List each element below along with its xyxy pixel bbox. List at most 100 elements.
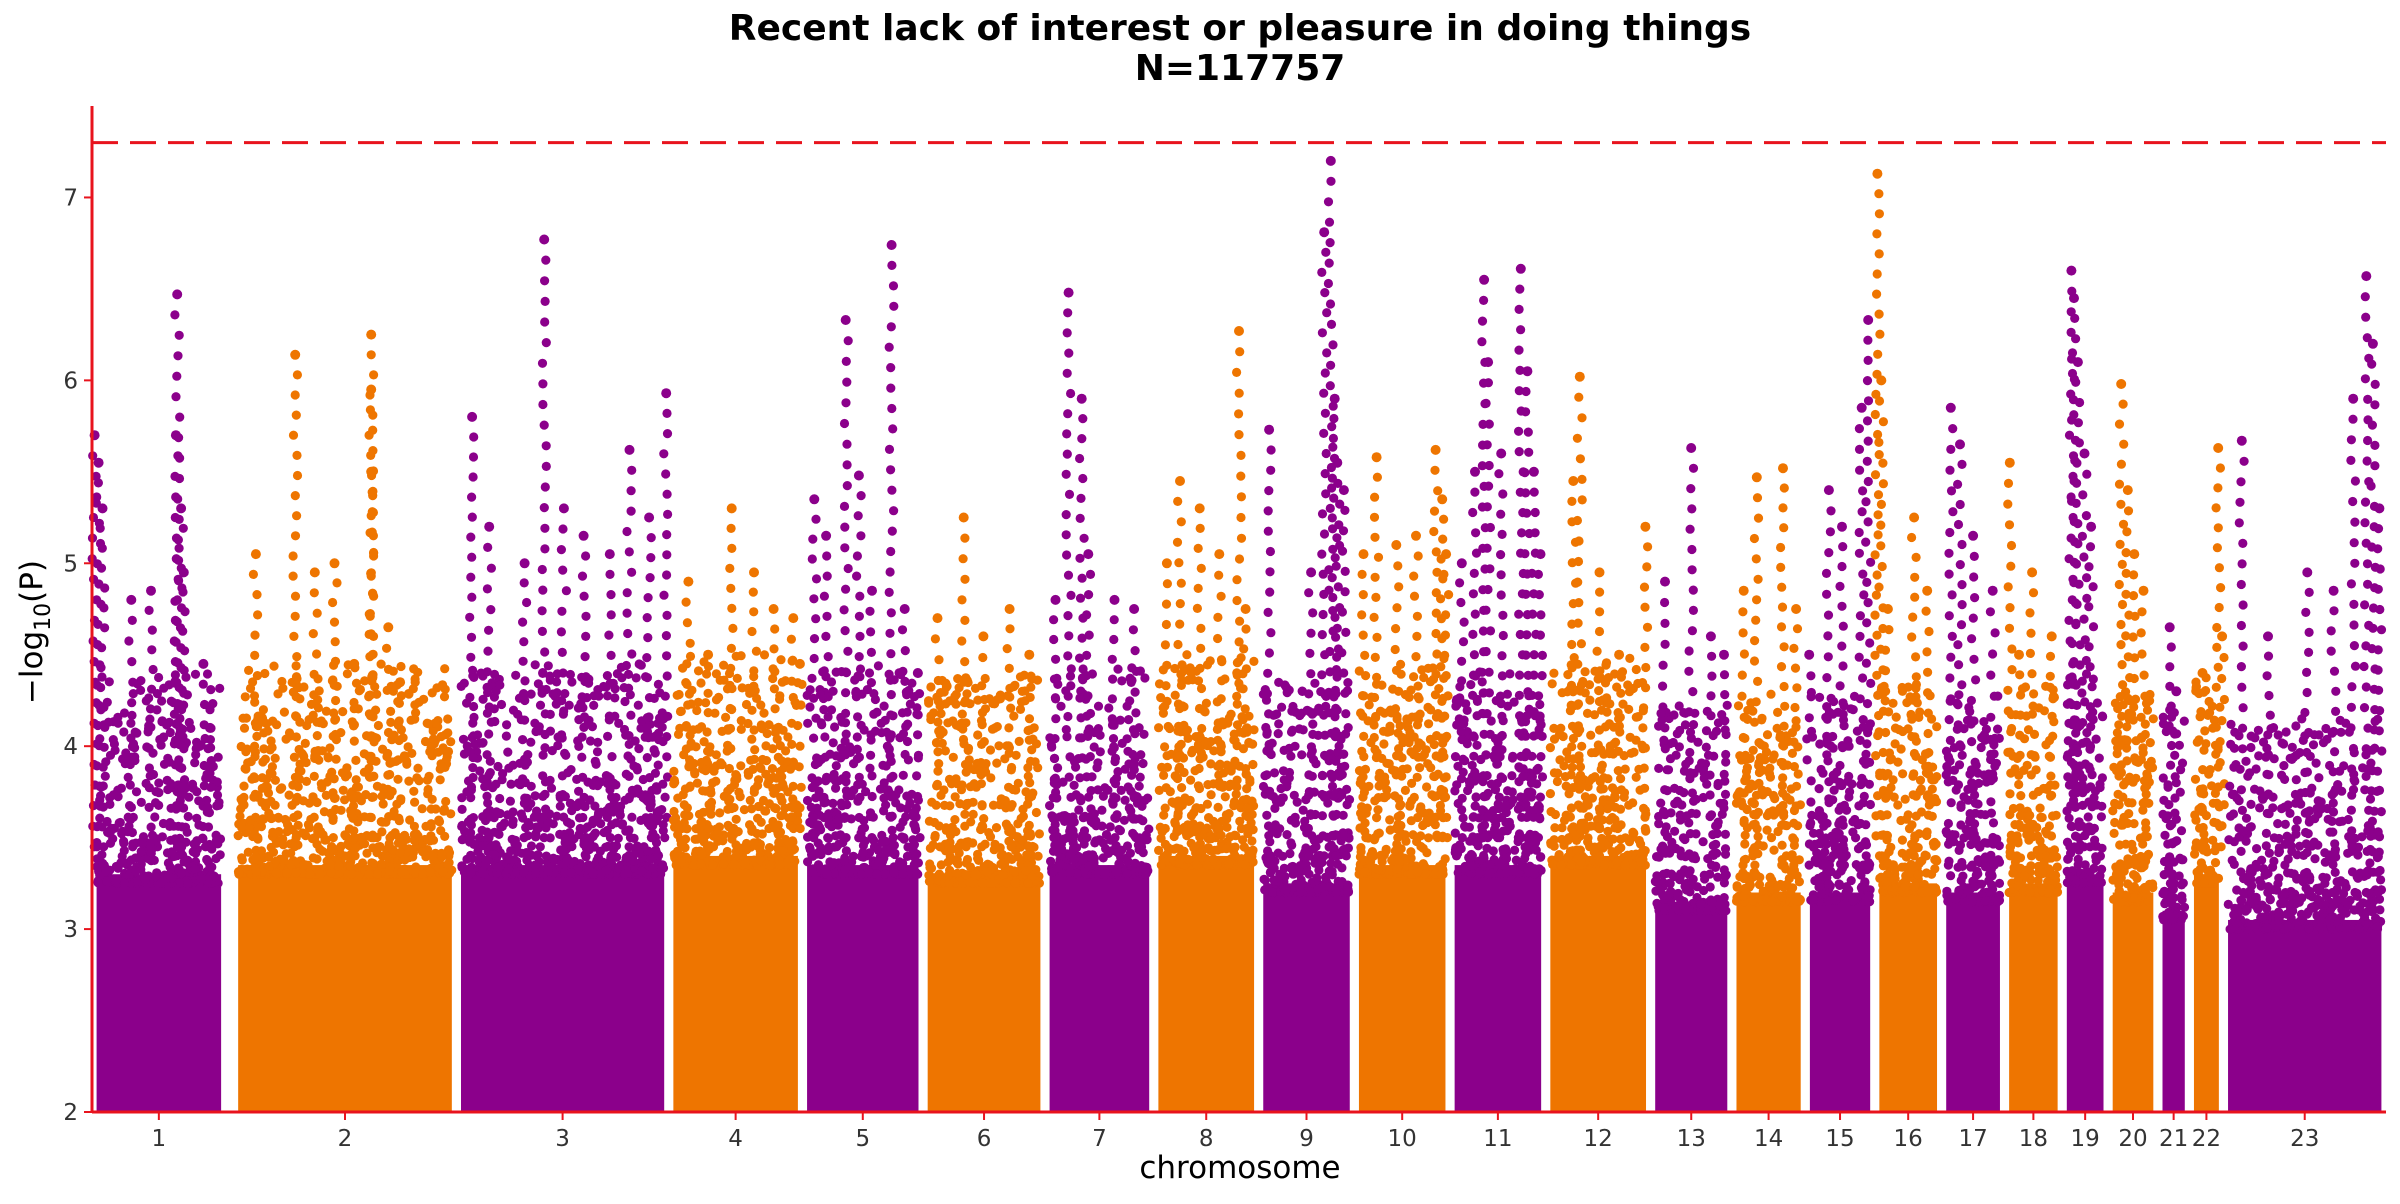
snp-point <box>1320 288 1330 298</box>
snp-point <box>768 744 778 754</box>
snp-point <box>753 813 763 823</box>
snp-point <box>1050 819 1060 830</box>
peak-point <box>749 567 759 578</box>
snp-point <box>249 792 259 802</box>
snp-point <box>901 812 911 822</box>
snp-point <box>750 686 760 696</box>
snp-point <box>662 550 672 560</box>
snp-point <box>924 876 935 887</box>
snp-point <box>267 769 277 779</box>
snp-point <box>768 664 778 674</box>
snp-point <box>290 491 300 501</box>
snp-point <box>326 868 336 878</box>
snp-point <box>321 790 331 801</box>
snp-point <box>842 800 852 810</box>
snp-point <box>900 749 910 760</box>
snp-point <box>177 822 187 832</box>
snp-point <box>1009 866 1019 876</box>
snp-point <box>888 424 898 434</box>
snp-point <box>301 757 311 768</box>
snp-point <box>1234 430 1244 440</box>
chart-title: Recent lack of interest or pleasure in d… <box>729 8 1751 49</box>
snp-point <box>367 731 377 741</box>
snp-point <box>325 743 335 753</box>
snp-point <box>1135 772 1145 782</box>
snp-point <box>767 764 778 774</box>
snp-point <box>886 792 896 802</box>
snp-point <box>540 317 550 327</box>
snp-point <box>140 874 150 885</box>
snp-point <box>1304 851 1314 861</box>
snp-point <box>105 750 116 760</box>
snp-point <box>481 859 491 869</box>
snp-point <box>1071 762 1081 772</box>
snp-point <box>368 425 378 435</box>
snp-point <box>144 743 154 753</box>
snp-point <box>842 481 852 491</box>
snp-point <box>1122 734 1132 744</box>
snp-point <box>124 636 134 646</box>
peak-point <box>250 549 261 560</box>
snp-point <box>183 811 193 822</box>
snp-point <box>701 755 712 766</box>
snp-point <box>385 769 395 780</box>
snp-point <box>338 785 348 795</box>
snp-point <box>658 779 668 789</box>
snp-point <box>1072 843 1082 853</box>
snp-point <box>1322 308 1332 318</box>
snp-point <box>1328 340 1338 350</box>
snp-point <box>329 793 340 804</box>
snp-point <box>127 615 137 626</box>
snp-point <box>150 871 160 882</box>
snp-point <box>525 821 535 831</box>
snp-point <box>520 754 530 764</box>
snp-point <box>643 633 653 643</box>
snp-point <box>1175 599 1185 609</box>
snp-point <box>211 830 221 840</box>
snp-point <box>1160 701 1170 711</box>
snp-point <box>819 705 829 715</box>
snp-point <box>1196 643 1206 654</box>
snp-point <box>1320 408 1330 418</box>
snp-point <box>340 795 350 805</box>
snp-point <box>267 742 277 753</box>
snp-point <box>1242 803 1252 814</box>
snp-point <box>526 689 536 699</box>
snp-point <box>423 784 433 795</box>
snp-point <box>482 750 492 760</box>
snp-point <box>309 771 319 782</box>
snp-point <box>1069 854 1079 864</box>
snp-point <box>646 833 657 843</box>
snp-point <box>301 776 312 787</box>
snp-point <box>1220 792 1230 802</box>
snp-point <box>95 523 105 533</box>
snp-point <box>316 779 326 789</box>
snp-point <box>642 613 652 623</box>
chromosome-4-points <box>668 503 807 1112</box>
snp-point <box>506 846 516 856</box>
snp-point <box>541 461 551 471</box>
snp-point <box>383 748 393 759</box>
snp-point <box>855 591 865 601</box>
snp-point <box>692 778 703 788</box>
snp-point <box>176 663 186 673</box>
snp-point <box>1276 783 1286 794</box>
snp-point <box>368 792 378 802</box>
snp-point <box>643 846 654 856</box>
snp-point <box>822 611 832 621</box>
snp-point <box>796 700 806 710</box>
snp-point <box>936 860 946 870</box>
snp-point <box>787 812 797 822</box>
peak-point <box>1050 594 1061 605</box>
snp-point <box>623 669 634 680</box>
snp-point <box>726 803 737 814</box>
snp-point <box>573 864 583 874</box>
snp-point <box>351 755 361 766</box>
snp-point <box>468 763 478 773</box>
snp-point <box>1163 721 1173 732</box>
snp-point <box>648 863 658 873</box>
snp-point <box>317 746 328 756</box>
snp-point <box>1325 299 1336 309</box>
snp-point <box>101 876 111 886</box>
snp-point <box>154 788 164 798</box>
